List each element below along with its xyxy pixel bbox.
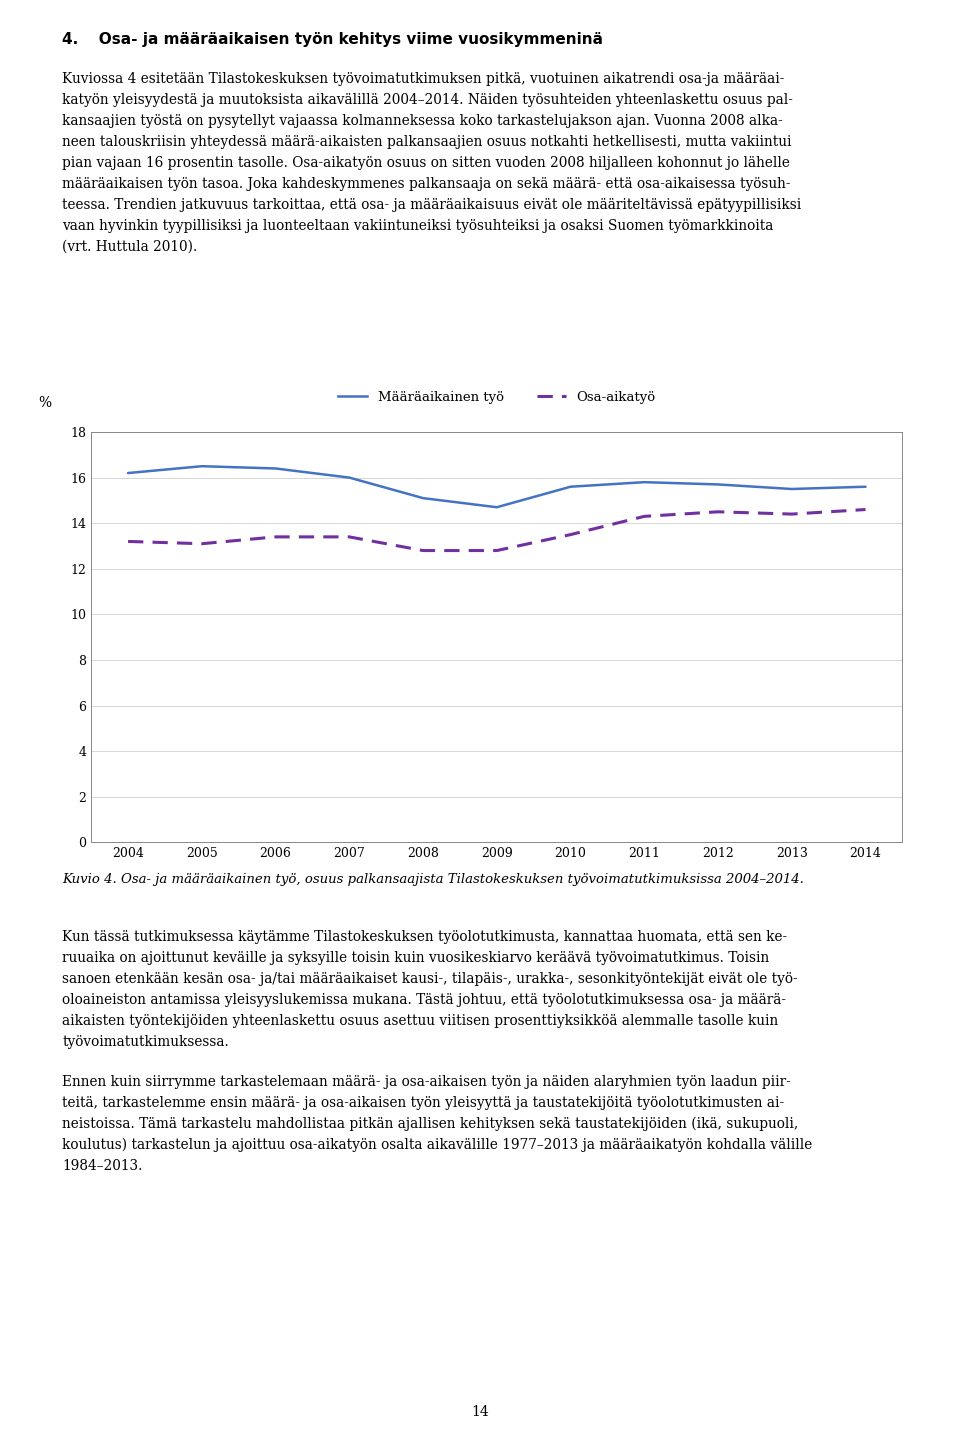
- Text: ruuaika on ajoittunut keväille ja syksyille toisin kuin vuosikeskiarvo keräävä t: ruuaika on ajoittunut keväille ja syksyi…: [62, 950, 770, 965]
- Text: Kuvio 4. Osa- ja määräaikainen työ, osuus palkansaajista Tilastokeskuksen työvoi: Kuvio 4. Osa- ja määräaikainen työ, osuu…: [62, 873, 804, 886]
- Text: oloaineiston antamissa yleisyyslukemissa mukana. Tästä johtuu, että työolotutkim: oloaineiston antamissa yleisyyslukemissa…: [62, 994, 786, 1007]
- Text: teessa. Trendien jatkuvuus tarkoittaa, että osa- ja määräaikaisuus eivät ole mää: teessa. Trendien jatkuvuus tarkoittaa, e…: [62, 197, 802, 212]
- Text: neen talouskriisin yhteydessä määrä-aikaisten palkansaajien osuus notkahti hetke: neen talouskriisin yhteydessä määrä-aika…: [62, 135, 792, 148]
- Text: Kun tässä tutkimuksessa käytämme Tilastokeskuksen työolotutkimusta, kannattaa hu: Kun tässä tutkimuksessa käytämme Tilasto…: [62, 930, 787, 945]
- Text: teitä, tarkastelemme ensin määrä- ja osa-aikaisen työn yleisyyttä ja taustatekij: teitä, tarkastelemme ensin määrä- ja osa…: [62, 1096, 784, 1110]
- Text: %: %: [38, 396, 52, 410]
- Text: pian vajaan 16 prosentin tasolle. Osa-aikatyön osuus on sitten vuoden 2008 hilja: pian vajaan 16 prosentin tasolle. Osa-ai…: [62, 156, 790, 170]
- Text: kansaajien työstä on pysytellyt vajaassa kolmanneksessa koko tarkastelujakson aj: kansaajien työstä on pysytellyt vajaassa…: [62, 114, 783, 128]
- Text: (vrt. Huttula 2010).: (vrt. Huttula 2010).: [62, 240, 198, 253]
- Text: Ennen kuin siirrymme tarkastelemaan määrä- ja osa-aikaisen työn ja näiden alaryh: Ennen kuin siirrymme tarkastelemaan määr…: [62, 1076, 791, 1089]
- Text: 4.  Osa- ja määräaikaisen työn kehitys viime vuosikymmeninä: 4. Osa- ja määräaikaisen työn kehitys vi…: [62, 32, 604, 48]
- Text: Kuviossa 4 esitetään Tilastokeskuksen työvoimatutkimuksen pitkä, vuotuinen aikat: Kuviossa 4 esitetään Tilastokeskuksen ty…: [62, 72, 784, 86]
- Text: vaan hyvinkin tyypillisiksi ja luonteeltaan vakiintuneiksi työsuhteiksi ja osaks: vaan hyvinkin tyypillisiksi ja luonteelt…: [62, 219, 774, 233]
- Text: koulutus) tarkastelun ja ajoittuu osa-aikatyön osalta aikavälille 1977–2013 ja m: koulutus) tarkastelun ja ajoittuu osa-ai…: [62, 1138, 813, 1152]
- Text: aikaisten työntekijöiden yhteenlaskettu osuus asettuu viitisen prosenttiyksikköä: aikaisten työntekijöiden yhteenlaskettu …: [62, 1014, 779, 1028]
- Text: sanoen etenkään kesän osa- ja/tai määräaikaiset kausi-, tilapäis-, urakka-, seso: sanoen etenkään kesän osa- ja/tai määräa…: [62, 972, 798, 986]
- Text: määräaikaisen työn tasoa. Joka kahdeskymmenes palkansaaja on sekä määrä- että os: määräaikaisen työn tasoa. Joka kahdeskym…: [62, 177, 791, 192]
- Text: neistoissa. Tämä tarkastelu mahdollistaa pitkän ajallisen kehityksen sekä tausta: neistoissa. Tämä tarkastelu mahdollistaa…: [62, 1117, 799, 1132]
- Text: työvoimatutkimuksessa.: työvoimatutkimuksessa.: [62, 1035, 229, 1048]
- Text: 1984–2013.: 1984–2013.: [62, 1159, 143, 1174]
- Text: 14: 14: [471, 1405, 489, 1418]
- Text: katyön yleisyydestä ja muutoksista aikavälillä 2004–2014. Näiden työsuhteiden yh: katyön yleisyydestä ja muutoksista aikav…: [62, 94, 793, 107]
- Legend: Määräaikainen työ, Osa-aikatyö: Määräaikainen työ, Osa-aikatyö: [333, 386, 660, 409]
